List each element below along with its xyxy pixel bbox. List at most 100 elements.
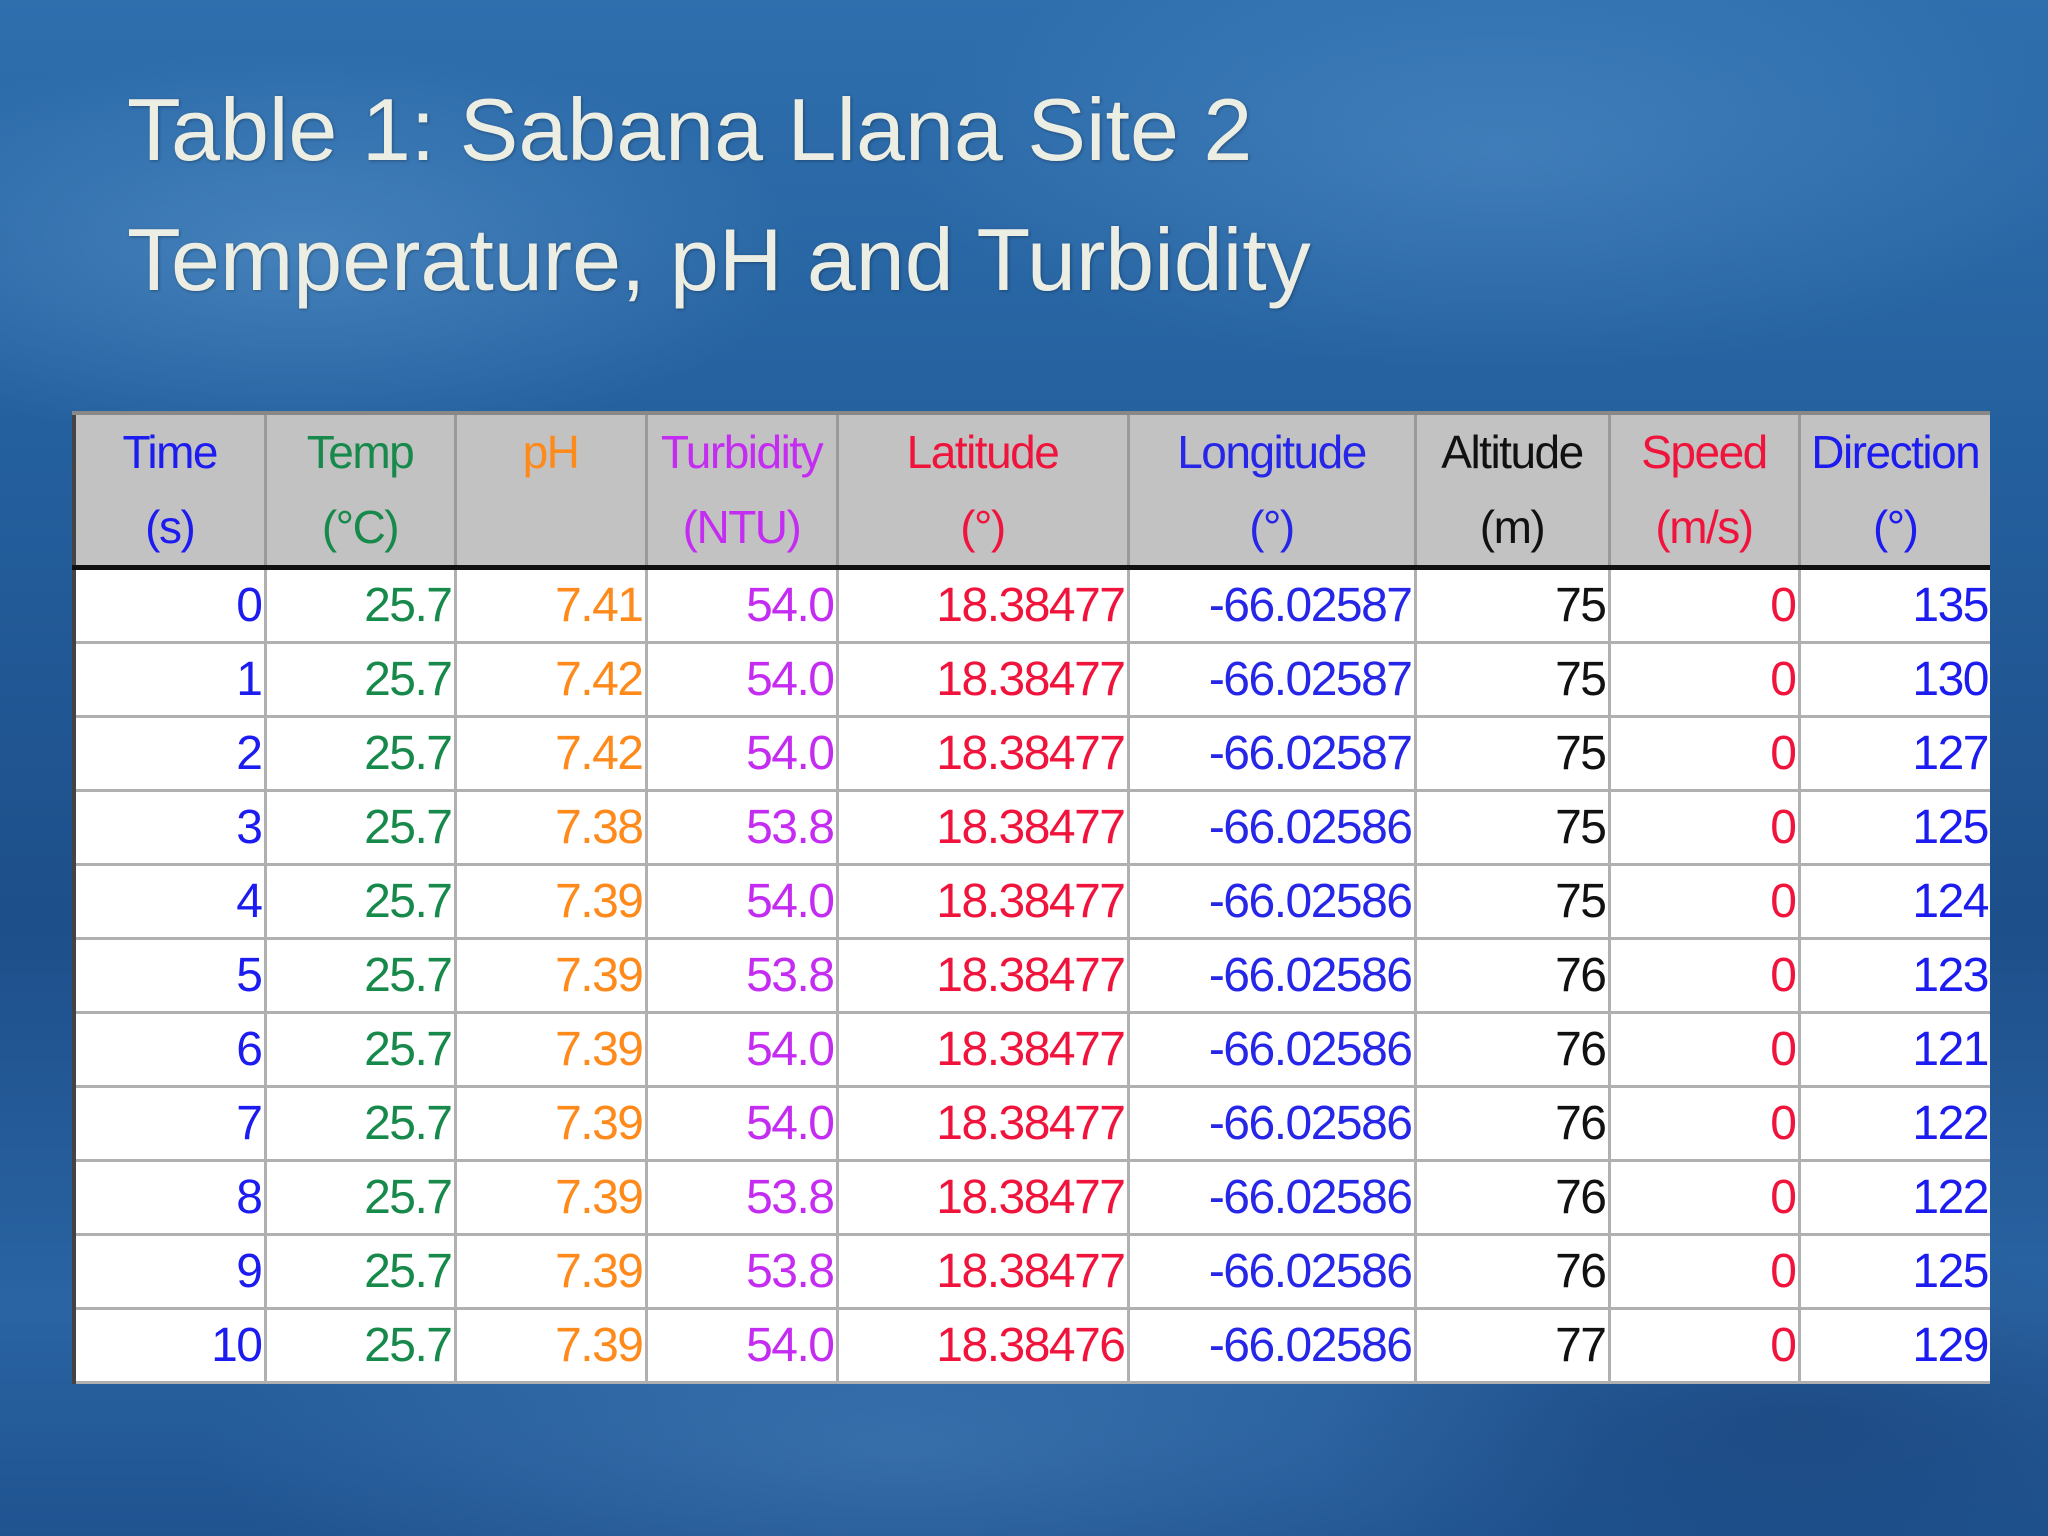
column-name: Speed [1641,426,1768,478]
table-cell: 129 [1799,1308,1990,1384]
table-cell: 123 [1799,938,1990,1014]
table-cell: 75 [1415,567,1611,644]
table-cell: 0 [1609,938,1801,1014]
table-cell: 76 [1415,1234,1611,1310]
table-row: 8 25.7 7.39 53.8 18.38477 -66.02586 76 0 122 [74,1160,1990,1236]
column-header: Latitude (°) [837,413,1130,570]
table-cell: -66.02587 [1128,642,1417,718]
column-header: Time (s) [74,413,267,570]
table-cell: 18.38477 [837,1160,1130,1236]
title-line: Table 1: Sabana Llana Site 2 [127,80,1253,179]
table-cell: 54.0 [646,864,839,940]
column-unit: (°) [960,501,1006,553]
table-cell: 130 [1799,642,1990,718]
table-cell: 7.39 [455,1160,648,1236]
data-table: Time (s) Temp (°C) pH Turbidity (NTU) Latitude (… [72,411,1990,1384]
table-cell: 135 [1799,567,1990,644]
table-cell: 25.7 [265,864,457,940]
column-unit: (°) [1249,501,1295,553]
table-cell: -66.02586 [1128,1012,1417,1088]
table-cell: 7.39 [455,1234,648,1310]
table-row: 10 25.7 7.39 54.0 18.38476 -66.02586 77 0 129 [74,1308,1990,1384]
table-cell: 7.39 [455,1012,648,1088]
table-cell: 25.7 [265,1234,457,1310]
table-cell: 18.38477 [837,567,1130,644]
table-cell: 0 [1609,1012,1801,1088]
column-name: Time [122,426,218,478]
column-unit: (NTU) [682,501,802,553]
table-cell: 76 [1415,1160,1611,1236]
table-row: 6 25.7 7.39 54.0 18.38477 -66.02586 76 0 121 [74,1012,1990,1088]
column-name: Altitude [1441,426,1584,478]
table-cell: 7.39 [455,1086,648,1162]
table-cell: 76 [1415,938,1611,1014]
table-cell: 0 [74,567,267,644]
column-header: Direction (°) [1799,413,1990,570]
table-cell: 54.0 [646,642,839,718]
table-cell: -66.02586 [1128,864,1417,940]
table-cell: 125 [1799,790,1990,866]
column-unit: (s) [145,501,196,553]
table-cell: 54.0 [646,1308,839,1384]
table-cell: 53.8 [646,938,839,1014]
column-unit: (°C) [321,501,400,553]
table-cell: 0 [1609,1308,1801,1384]
table-cell: 7.41 [455,567,648,644]
table-cell: 25.7 [265,1012,457,1088]
table-cell: 5 [74,938,267,1014]
table-row: 7 25.7 7.39 54.0 18.38477 -66.02586 76 0 122 [74,1086,1990,1162]
column-header: Longitude (°) [1128,413,1417,570]
column-header: Altitude (m) [1415,413,1611,570]
table-cell: -66.02586 [1128,790,1417,866]
column-header: pH [455,413,648,570]
table-cell: 7 [74,1086,267,1162]
column-name: Latitude [906,426,1060,478]
table-cell: 125 [1799,1234,1990,1310]
table-cell: 0 [1609,642,1801,718]
table-cell: 53.8 [646,1160,839,1236]
table-row: 4 25.7 7.39 54.0 18.38477 -66.02586 75 0 124 [74,864,1990,940]
table-cell: 25.7 [265,642,457,718]
table-cell: 53.8 [646,1234,839,1310]
table-cell: 10 [74,1308,267,1384]
column-name: Turbidity [660,426,824,478]
table-cell: 0 [1609,567,1801,644]
table-cell: 25.7 [265,1160,457,1236]
table-cell: 54.0 [646,716,839,792]
table-cell: 76 [1415,1012,1611,1088]
table-row: 1 25.7 7.42 54.0 18.38477 -66.02587 75 0 130 [74,642,1990,718]
table-cell: 7.39 [455,864,648,940]
table-cell: 75 [1415,790,1611,866]
table-cell: 7.42 [455,716,648,792]
table-cell: 0 [1609,716,1801,792]
table-cell: 54.0 [646,1086,839,1162]
table-cell: -66.02587 [1128,716,1417,792]
table-cell: 6 [74,1012,267,1088]
table-row: 5 25.7 7.39 53.8 18.38477 -66.02586 76 0 123 [74,938,1990,1014]
table-cell: 25.7 [265,938,457,1014]
table-cell: 7.39 [455,1308,648,1384]
table-cell: 18.38476 [837,1308,1130,1384]
table-cell: 75 [1415,716,1611,792]
table-cell: 54.0 [646,567,839,644]
table-cell: 18.38477 [837,864,1130,940]
table-cell: 9 [74,1234,267,1310]
table-cell: 18.38477 [837,1012,1130,1088]
table-cell: 53.8 [646,790,839,866]
table-cell: 0 [1609,1160,1801,1236]
table-cell: -66.02586 [1128,1086,1417,1162]
table-cell: 0 [1609,864,1801,940]
table-cell: 127 [1799,716,1990,792]
table-cell: 3 [74,790,267,866]
table-cell: 18.38477 [837,716,1130,792]
table-cell: 18.38477 [837,790,1130,866]
column-unit: (m/s) [1655,501,1754,553]
column-name: pH [522,426,580,478]
table-cell: 7.42 [455,642,648,718]
table-cell: 7.39 [455,938,648,1014]
table-cell: -66.02586 [1128,938,1417,1014]
table-row: 3 25.7 7.38 53.8 18.38477 -66.02586 75 0 125 [74,790,1990,866]
table-cell: 18.38477 [837,1234,1130,1310]
table-cell: 0 [1609,1086,1801,1162]
table-cell: 124 [1799,864,1990,940]
